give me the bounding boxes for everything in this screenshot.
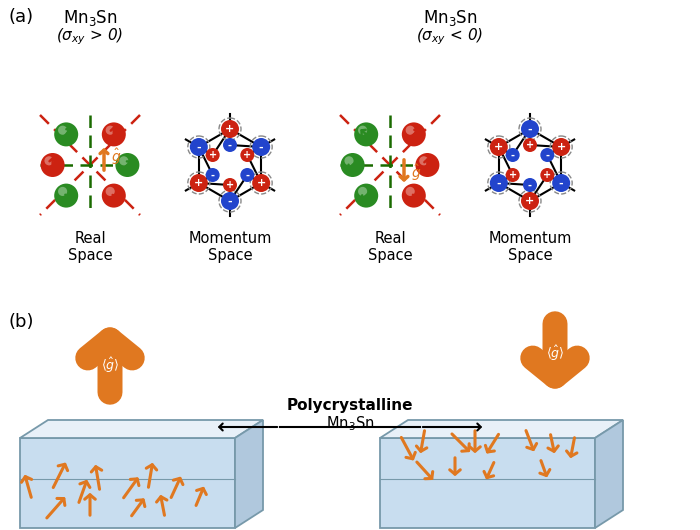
Text: -: -: [496, 179, 501, 189]
Circle shape: [405, 187, 415, 196]
Circle shape: [240, 168, 254, 182]
Circle shape: [54, 122, 78, 146]
Polygon shape: [595, 420, 623, 528]
Circle shape: [354, 122, 378, 146]
Text: (b): (b): [8, 313, 34, 331]
Circle shape: [223, 138, 237, 152]
Circle shape: [44, 156, 54, 165]
Circle shape: [206, 148, 220, 162]
Circle shape: [102, 122, 126, 146]
Text: Mn$_3$Sn: Mn$_3$Sn: [423, 8, 477, 28]
Circle shape: [206, 168, 220, 182]
Circle shape: [490, 138, 507, 156]
Circle shape: [221, 120, 239, 138]
Circle shape: [106, 126, 115, 135]
Circle shape: [354, 183, 378, 208]
Circle shape: [41, 153, 64, 177]
Text: +: +: [226, 181, 234, 190]
Text: $\langle\hat{g}\rangle$: $\langle\hat{g}\rangle$: [546, 343, 564, 363]
Text: +: +: [225, 125, 234, 135]
Circle shape: [521, 192, 539, 210]
Circle shape: [540, 148, 554, 162]
Circle shape: [240, 148, 254, 162]
Text: Real
Space: Real Space: [68, 231, 112, 263]
Circle shape: [58, 126, 67, 135]
Polygon shape: [20, 420, 263, 438]
Text: $\hat{g}$: $\hat{g}$: [111, 147, 121, 167]
Circle shape: [102, 183, 126, 208]
Text: Mn$_3$Sn: Mn$_3$Sn: [326, 414, 374, 432]
Text: -: -: [528, 181, 532, 190]
Text: Momentum
Space: Momentum Space: [489, 231, 572, 263]
Text: +: +: [257, 179, 266, 189]
Text: -: -: [511, 151, 514, 161]
Circle shape: [221, 192, 239, 210]
Circle shape: [190, 138, 208, 156]
Text: -: -: [197, 143, 201, 153]
Polygon shape: [380, 438, 595, 528]
Circle shape: [190, 174, 208, 192]
Text: +: +: [494, 143, 503, 153]
Polygon shape: [380, 420, 623, 438]
Circle shape: [58, 187, 67, 196]
Circle shape: [505, 168, 519, 182]
Text: (a): (a): [8, 8, 33, 26]
Circle shape: [402, 183, 426, 208]
Circle shape: [119, 156, 128, 165]
Circle shape: [54, 183, 78, 208]
Text: +: +: [526, 140, 534, 151]
Text: Real
Space: Real Space: [368, 231, 412, 263]
Text: -: -: [211, 171, 215, 181]
Circle shape: [521, 120, 539, 138]
Circle shape: [540, 168, 554, 182]
Text: -: -: [528, 125, 532, 135]
Circle shape: [358, 187, 368, 196]
Circle shape: [252, 138, 270, 156]
Polygon shape: [235, 420, 263, 528]
Text: +: +: [244, 151, 251, 161]
Circle shape: [405, 126, 415, 135]
Circle shape: [341, 153, 365, 177]
Text: -: -: [545, 151, 550, 161]
Circle shape: [116, 153, 139, 177]
Circle shape: [415, 153, 440, 177]
Circle shape: [106, 187, 115, 196]
Text: -: -: [228, 140, 232, 151]
Circle shape: [490, 174, 507, 192]
Text: +: +: [194, 179, 204, 189]
Circle shape: [252, 174, 270, 192]
Text: $\hat{g}$: $\hat{g}$: [411, 163, 421, 183]
Circle shape: [344, 156, 354, 165]
Circle shape: [552, 138, 570, 156]
Text: Polycrystalline: Polycrystalline: [287, 398, 413, 413]
Text: -: -: [259, 143, 263, 153]
Text: Mn$_3$Sn: Mn$_3$Sn: [63, 8, 118, 28]
Circle shape: [419, 156, 428, 165]
Circle shape: [402, 122, 426, 146]
Circle shape: [523, 178, 537, 192]
Circle shape: [523, 138, 537, 152]
Text: $\langle\hat{g}\rangle$: $\langle\hat{g}\rangle$: [101, 356, 119, 375]
Circle shape: [552, 174, 570, 192]
Text: +: +: [209, 151, 217, 161]
Text: Momentum
Space: Momentum Space: [188, 231, 272, 263]
Text: +: +: [526, 197, 535, 207]
Text: +: +: [543, 171, 552, 181]
Text: +: +: [509, 171, 517, 181]
Text: -: -: [228, 197, 232, 207]
Circle shape: [223, 178, 237, 192]
Text: ($\sigma_{xy}$ > 0): ($\sigma_{xy}$ > 0): [57, 26, 124, 47]
Text: -: -: [559, 179, 564, 189]
Circle shape: [505, 148, 519, 162]
Text: ($\sigma_{xy}$ < 0): ($\sigma_{xy}$ < 0): [416, 26, 484, 47]
Polygon shape: [20, 438, 235, 528]
Text: +: +: [556, 143, 566, 153]
Text: -: -: [245, 171, 249, 181]
Circle shape: [358, 126, 368, 135]
